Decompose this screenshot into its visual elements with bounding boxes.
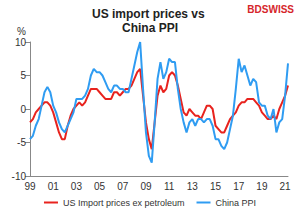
svg-text:99: 99	[24, 181, 36, 192]
svg-text:US import prices vs: US import prices vs	[92, 7, 208, 21]
svg-text:13: 13	[187, 181, 199, 192]
svg-text:17: 17	[233, 181, 245, 192]
svg-text:07: 07	[117, 181, 129, 192]
svg-text:05: 05	[94, 181, 106, 192]
svg-text:-5: -5	[17, 137, 26, 148]
svg-text:US Import prices ex petroleum: US Import prices ex petroleum	[63, 198, 185, 208]
svg-text:19: 19	[256, 181, 268, 192]
svg-text:11: 11	[164, 181, 175, 192]
svg-text:01: 01	[48, 181, 60, 192]
svg-text:%: %	[17, 26, 26, 37]
svg-text:21: 21	[280, 181, 292, 192]
svg-text:5: 5	[20, 70, 26, 81]
svg-text:03: 03	[71, 181, 83, 192]
svg-text:BDSWISS: BDSWISS	[247, 4, 294, 15]
svg-text:China PPI: China PPI	[122, 21, 178, 35]
svg-text:10: 10	[15, 37, 27, 48]
svg-text:-10: -10	[11, 170, 26, 182]
svg-text:09: 09	[140, 181, 152, 192]
svg-text:0: 0	[20, 104, 26, 115]
svg-text:15: 15	[210, 181, 222, 192]
svg-text:China PPI: China PPI	[216, 198, 257, 208]
